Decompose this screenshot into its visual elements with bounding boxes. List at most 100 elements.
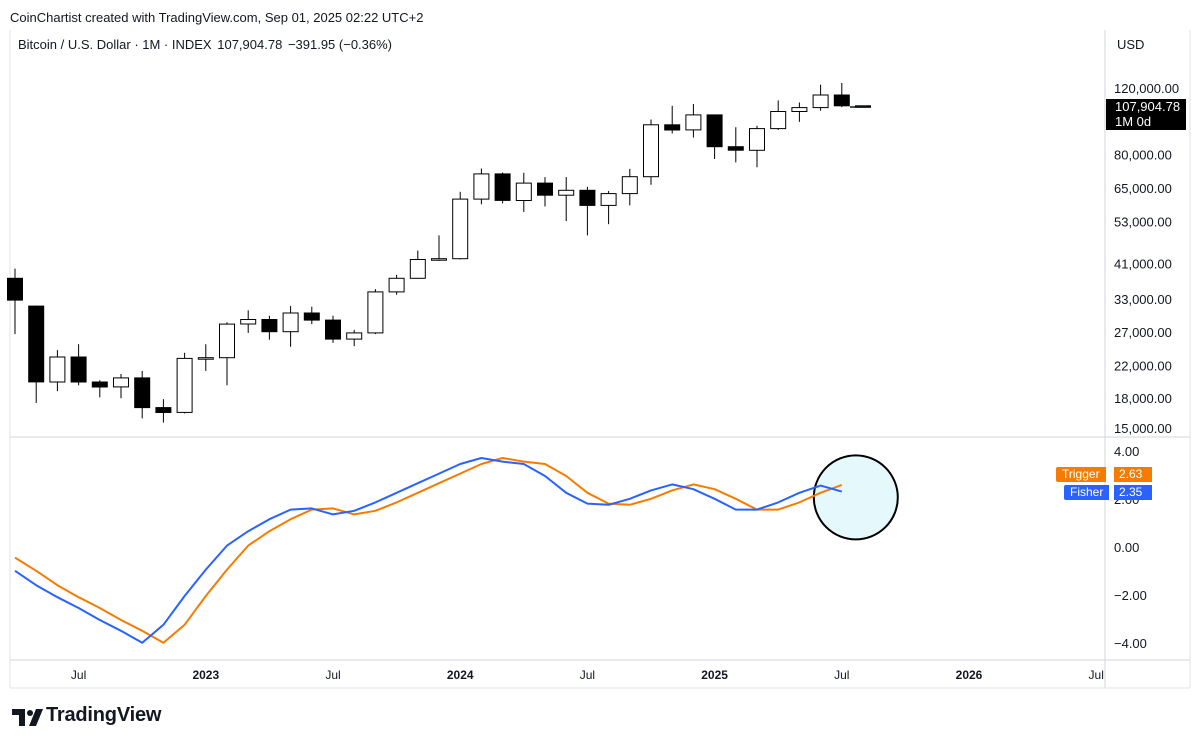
chart-frame [9, 30, 1191, 689]
candle-body [579, 189, 596, 206]
candle-body [388, 277, 405, 293]
candle [431, 235, 447, 261]
candle [219, 322, 235, 386]
candle [155, 399, 172, 423]
currency-label[interactable]: USD [1117, 37, 1145, 52]
candle-body [452, 198, 469, 260]
candle [515, 172, 532, 212]
time-tick-label: Jul [1089, 668, 1104, 682]
candle-body [473, 173, 490, 200]
candle-body [706, 114, 723, 148]
candle-body [303, 312, 320, 321]
trigger-line [14, 457, 843, 644]
trigger-tag-value: 2.63 [1114, 467, 1152, 482]
price-tick-label: 18,000.00 [1114, 391, 1172, 406]
time-tick-label: 2024 [447, 668, 474, 682]
candle-body [49, 356, 66, 383]
candle-body [791, 107, 808, 112]
candle-body [749, 128, 765, 151]
candle-body [515, 182, 532, 202]
candle [49, 350, 66, 392]
price-change: −391.95 (−0.36%) [287, 37, 393, 52]
time-tick-label: 2025 [701, 668, 728, 682]
candle-body [176, 357, 193, 413]
candle-body [537, 182, 553, 196]
candle-body [643, 124, 659, 178]
candle-body [685, 114, 702, 131]
candle [643, 119, 659, 185]
last-price-tag-countdown: 1M 0d [1115, 114, 1152, 129]
annotation-circle [812, 454, 899, 541]
candle-body [134, 377, 151, 409]
candle [749, 125, 765, 168]
symbol-name: Bitcoin / U.S. Dollar · 1M · INDEX [18, 37, 212, 52]
price-tick-label: 65,000.00 [1114, 181, 1172, 196]
candle [727, 127, 744, 163]
candle [833, 83, 850, 108]
tradingview-logo-text[interactable]: TradingView [46, 704, 162, 726]
time-tick-label: Jul [834, 668, 849, 682]
candle [494, 172, 511, 204]
price-tick-label: 33,000.00 [1114, 292, 1172, 307]
candle [261, 315, 278, 340]
candle-body [70, 356, 87, 383]
indicator-tick-label: −4.00 [1114, 636, 1147, 651]
candle-body [346, 332, 363, 340]
fisher-tag: Fisher 2.35 [1064, 485, 1152, 500]
candle [770, 100, 787, 130]
candle-body [367, 291, 384, 334]
candle-body [812, 94, 829, 109]
candle [303, 306, 320, 325]
last-price-tag: 107,904.78 1M 0d [1106, 99, 1186, 130]
candle-body [282, 312, 299, 333]
trigger-tag-name: Trigger [1056, 467, 1106, 482]
time-tick-label: Jul [71, 668, 86, 682]
candle [91, 380, 108, 398]
candle-body [621, 176, 638, 195]
time-axis: Jul 2023 Jul 2024 Jul 2025 Jul 2026 Jul [71, 668, 1104, 682]
candle [664, 105, 681, 134]
candle-body [494, 173, 511, 201]
time-tick-label: 2023 [192, 668, 219, 682]
attribution-header: CoinChartist created with TradingView.co… [10, 10, 424, 25]
candle [134, 370, 151, 419]
tradingview-logo-icon[interactable] [12, 706, 44, 730]
candle [282, 306, 299, 347]
price-tick-label: 41,000.00 [1114, 257, 1172, 272]
fisher-transform-lines [14, 457, 843, 644]
time-tick-label: Jul [580, 668, 595, 682]
candle [197, 344, 214, 371]
candle [176, 352, 193, 414]
price-tick-label: 15,000.00 [1114, 421, 1172, 436]
candle-body [261, 319, 278, 333]
candle [346, 329, 363, 347]
symbol-legend[interactable]: Bitcoin / U.S. Dollar · 1M · INDEX 107,9… [18, 37, 394, 52]
candle [7, 268, 23, 335]
candle-body [727, 146, 744, 151]
price-tick-label: 80,000.00 [1114, 147, 1172, 162]
candle [706, 114, 723, 159]
candle-body [91, 381, 108, 388]
candle [812, 84, 829, 111]
candle [388, 274, 405, 295]
price-tick-label: 120,000.00 [1114, 81, 1179, 96]
candle-body [409, 259, 426, 279]
candle [367, 289, 384, 335]
candlestick-series [7, 83, 871, 423]
candle-body [558, 189, 575, 196]
candle-body [113, 377, 129, 388]
highlight-circle [812, 454, 899, 541]
candle [409, 250, 426, 279]
price-axis: 120,000.00 80,000.00 65,000.00 53,000.00 41,… [1114, 81, 1179, 436]
indicator-tick-label: 0.00 [1114, 540, 1139, 555]
candle [28, 305, 45, 403]
candle-body [833, 94, 850, 107]
candle [473, 168, 490, 205]
candle [621, 168, 638, 206]
candle-body [197, 357, 214, 360]
price-tick-label: 53,000.00 [1114, 215, 1172, 230]
candle-body [664, 124, 681, 131]
candle-body [600, 193, 617, 206]
candle [685, 104, 702, 138]
